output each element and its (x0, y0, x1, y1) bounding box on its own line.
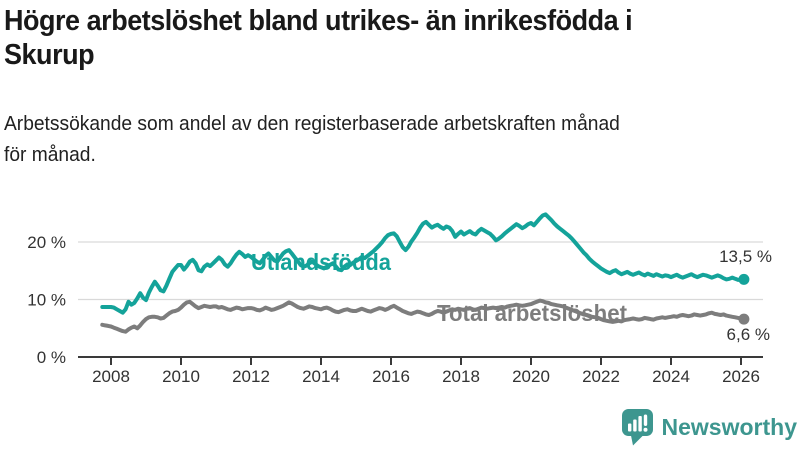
series-line-total-arbetsloshet (100, 298, 746, 334)
series-line-utlandsfodda (100, 212, 746, 315)
y-axis-labels: 0 % 10 % 20 % (27, 233, 66, 367)
page-title-line-2: Skurup (4, 39, 95, 71)
series-end-dot-total-arbetsloshet (738, 313, 750, 325)
series-label-utlandsfodda: Utlandsfödda (251, 249, 391, 275)
newsworthy-icon (621, 409, 653, 446)
series-label-total-arbetsloshet: Total arbetslöshet (437, 300, 627, 326)
newsworthy-wordmark: Newsworthy (661, 413, 797, 440)
x-tick-label-2010: 2010 (162, 367, 200, 386)
end-value-label-utlandsfodda: 13,5 % (719, 247, 772, 266)
x-tick-label-2020: 2020 (512, 367, 550, 386)
page-subtitle-line-2: för månad. (4, 144, 96, 166)
page-subtitle-line-1: Arbetssökande som andel av den registerb… (4, 113, 620, 135)
x-tick-label-2026: 2026 (722, 367, 760, 386)
x-tick-label-2024: 2024 (652, 367, 690, 386)
page-title: Högre arbetslöshet bland utrikes- än inr… (4, 4, 785, 72)
x-tick-label-2022: 2022 (582, 367, 620, 386)
x-tick-label-2018: 2018 (442, 367, 480, 386)
y-tick-label-0: 0 % (37, 348, 66, 367)
newsworthy-logo[interactable]: Newsworthy (621, 408, 797, 446)
end-value-label-total-arbetsloshet: 6,6 % (727, 325, 770, 344)
x-tick-label-2012: 2012 (232, 367, 270, 386)
gridlines (78, 241, 763, 358)
x-axis: 2008 2010 2012 2014 2016 2018 2020 2022 2024 2026 (92, 358, 760, 386)
y-tick-label-10: 10 % (27, 291, 66, 310)
y-tick-label-20: 20 % (27, 233, 66, 252)
page-subtitle: Arbetssökande som andel av den registerb… (4, 109, 791, 171)
series-end-dot-utlandsfodda (738, 273, 750, 285)
x-tick-label-2016: 2016 (372, 367, 410, 386)
x-tick-label-2014: 2014 (302, 367, 340, 386)
page-title-line-1: Högre arbetslöshet bland utrikes- än inr… (4, 5, 633, 37)
x-tick-label-2008: 2008 (92, 367, 130, 386)
